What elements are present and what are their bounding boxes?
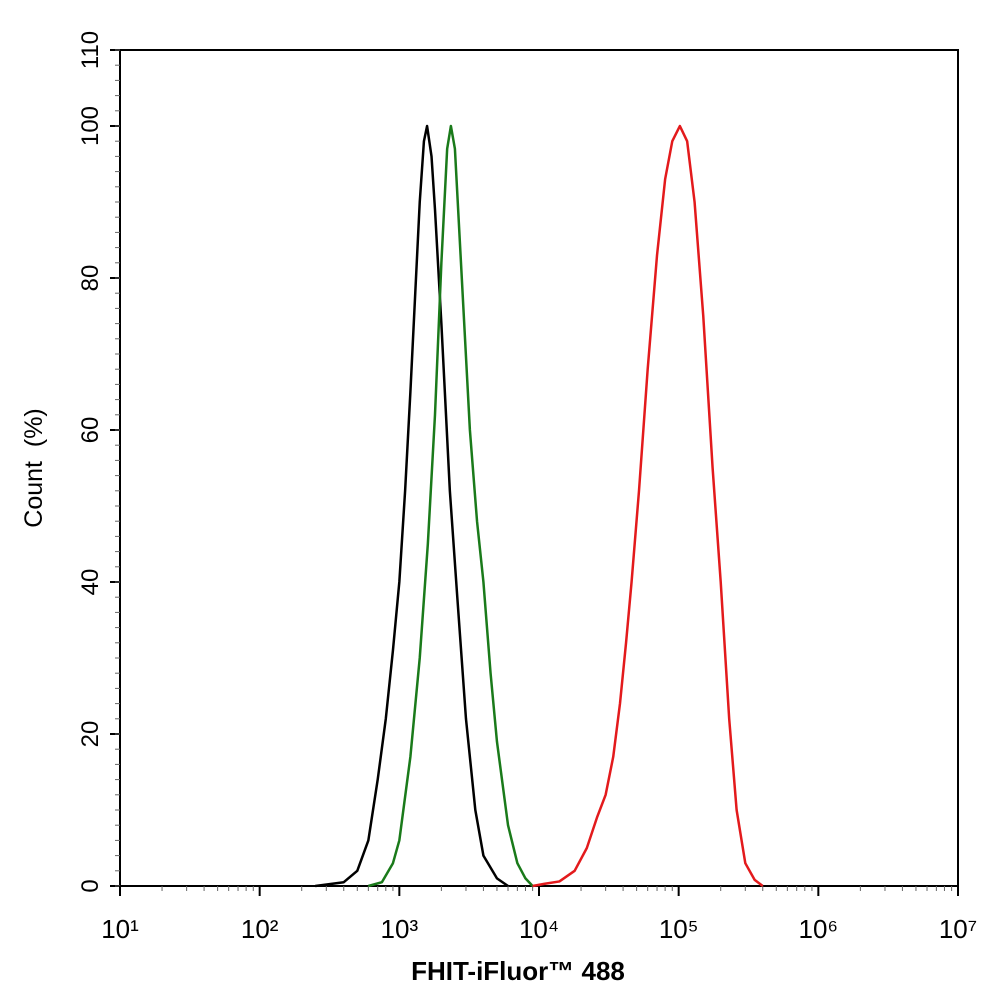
x-tick-label: 10⁷	[939, 914, 977, 944]
x-tick-label: 10⁵	[659, 914, 699, 944]
x-tick-label: 10¹	[101, 914, 139, 944]
y-tick-label: 40	[77, 569, 104, 596]
plot-frame	[119, 49, 959, 887]
x-tick-label: 10²	[241, 914, 279, 944]
y-tick-label: 0	[77, 879, 104, 892]
x-axis-title: FHIT-iFluor™ 488	[411, 956, 625, 986]
y-tick-label: 20	[77, 721, 104, 748]
series-line	[532, 124, 764, 888]
y-tick-label: 100	[77, 106, 104, 146]
y-tick-label: 80	[77, 265, 104, 292]
series-line	[368, 124, 534, 888]
x-tick-label: 10⁴	[519, 914, 559, 944]
series-line	[315, 124, 509, 888]
y-tick-label: 110	[77, 31, 104, 69]
y-axis-title: Count (%)	[20, 408, 48, 527]
x-tick-label: 10⁶	[799, 914, 839, 944]
y-tick-label: 60	[77, 417, 104, 444]
x-tick-label: 10³	[381, 914, 419, 944]
